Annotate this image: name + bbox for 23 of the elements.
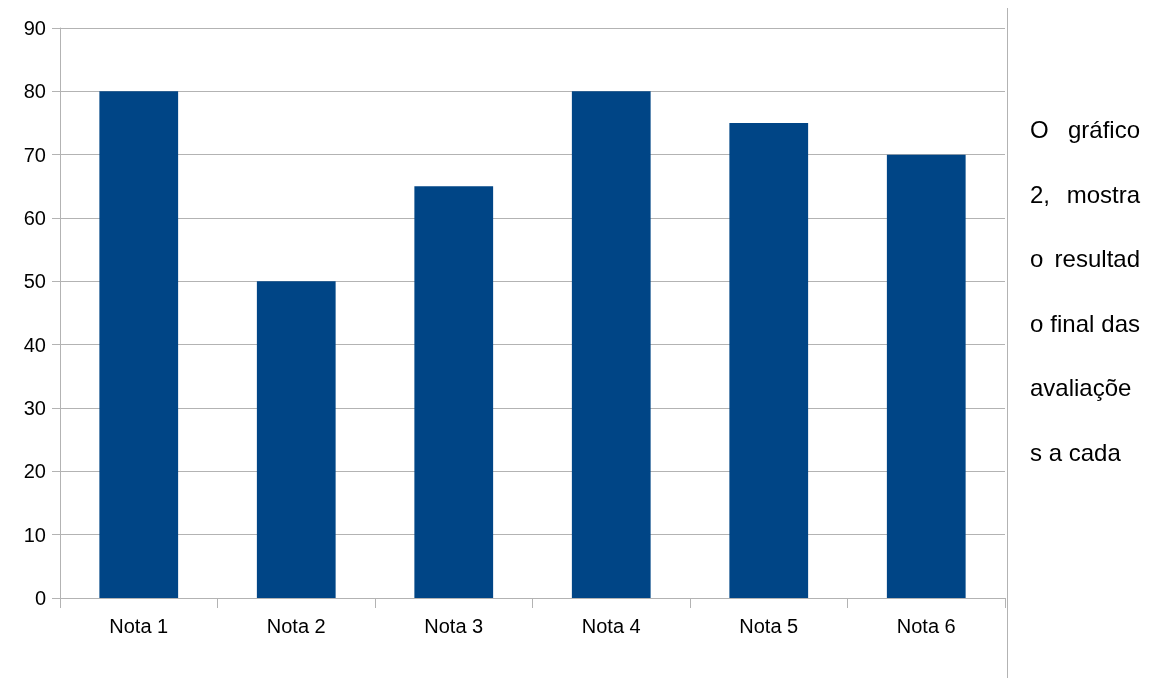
x-tick-label: Nota 3 — [424, 615, 484, 637]
y-tick-label: 30 — [23, 397, 46, 419]
bar — [729, 123, 809, 598]
x-tick-label: Nota 1 — [109, 615, 169, 637]
y-tick-label: 90 — [23, 17, 46, 39]
bar — [571, 91, 651, 598]
bar — [886, 154, 966, 598]
y-tick-label: 10 — [23, 523, 46, 546]
y-tick-label: 80 — [23, 80, 46, 103]
x-tick-label: Nota 6 — [896, 615, 956, 637]
y-tick-label: 70 — [23, 143, 46, 166]
y-tick-label: 0 — [34, 587, 46, 609]
y-tick-label: 50 — [23, 270, 46, 293]
bar — [414, 186, 494, 598]
y-tick-label: 20 — [23, 460, 46, 483]
bar — [256, 281, 336, 598]
y-tick-label: 40 — [23, 333, 46, 356]
bar — [99, 91, 179, 598]
y-tick-label: 60 — [23, 207, 46, 229]
x-tick-label: Nota 4 — [581, 615, 641, 637]
text: O gráfico 2, mostra o resultado final das avaliações a cada — [1030, 116, 1140, 466]
x-tick-label: Nota 2 — [266, 615, 326, 637]
x-tick-label: Nota 5 — [739, 615, 799, 637]
